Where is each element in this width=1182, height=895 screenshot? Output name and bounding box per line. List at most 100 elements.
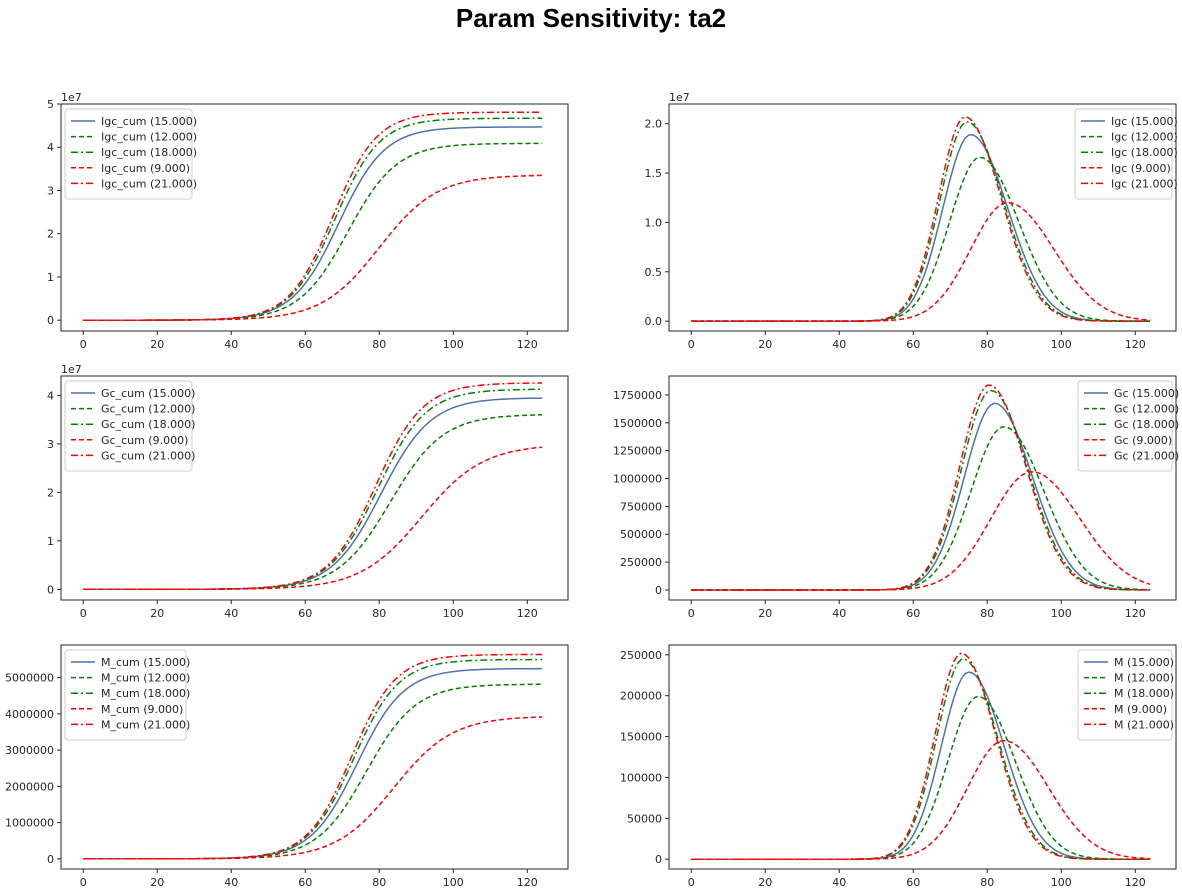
y-tick-label: 3 [47,438,54,451]
x-tick-label: 40 [224,876,238,889]
legend-entry-label: Gc (12.000) [1114,403,1179,416]
legend-entry-label: M (12.000) [1114,672,1174,685]
y-tick-label: 1000000 [5,817,54,830]
x-tick-label: 60 [906,876,920,889]
y-tick-label: 1 [47,271,54,284]
y-tick-label: 250000 [620,556,662,569]
legend-entry-label: Igc (12.000) [1111,131,1178,144]
legend-entry-label: Gc (9.000) [1114,434,1172,447]
x-tick-label: 120 [1125,338,1146,351]
x-tick-label: 80 [980,607,994,620]
x-tick-label: 80 [372,607,386,620]
x-tick-label: 100 [443,607,464,620]
y-tick-label: 4000000 [5,708,54,721]
y-tick-label: 0 [47,314,54,327]
series-line-m-cum-21-000- [83,653,543,860]
x-tick-label: 0 [80,876,87,889]
y-tick-label: 0 [655,853,662,866]
legend-box [1077,649,1173,741]
y-tick-label: 0 [47,583,54,596]
legend-box [64,380,193,472]
x-tick-label: 20 [758,338,772,351]
legend-entry-label: Igc (21.000) [1111,177,1178,190]
x-tick-label: 40 [224,338,238,351]
x-tick-label: 100 [443,338,464,351]
y-tick-label: 4 [47,389,54,402]
series-line-gc-cum-21-000- [83,382,543,591]
legend-entry-label: Igc_cum (21.000) [101,177,197,190]
legend-entry-label: Gc (21.000) [1114,449,1179,462]
y-tick-label: 1500000 [613,417,662,430]
y-tick-label: 2.0 [645,118,663,131]
subplot-Gc: 0 20 40 60 80 100 120 0 250000 500000 750000 100000… [613,375,1179,620]
axes-frame-Gc_cum [60,375,569,601]
x-tick-label: 60 [298,876,312,889]
y-tick-label: 5 [47,98,54,111]
x-tick-label: 100 [1051,607,1072,620]
legend-entry-label: M_cum (9.000) [101,703,183,716]
y-axis-offset-label: 1e7 [61,91,82,104]
axes-frame-Igc [668,103,1177,332]
y-tick-label: 2 [47,486,54,499]
series-line-m-21-000- [691,652,1151,860]
series-line-gc-9-000- [691,471,1151,591]
x-tick-label: 20 [758,876,772,889]
legend-entry-label: Igc_cum (9.000) [101,162,190,175]
axes-frame-Igc_cum [60,103,569,332]
x-tick-label: 40 [832,338,846,351]
x-tick-label: 120 [517,876,538,889]
legend-entry-label: Igc_cum (18.000) [101,146,197,159]
y-tick-label: 1.0 [645,216,663,229]
legend-entry-label: Gc_cum (18.000) [101,418,195,431]
x-tick-label: 120 [517,338,538,351]
x-tick-label: 80 [372,338,386,351]
legend-Gc: Gc (15.000) Gc (12.000) Gc (18.000) Gc (9.0… [1077,380,1179,472]
x-tick-label: 40 [832,607,846,620]
legend-box [64,108,193,200]
subplot-Igc_cum: 0 20 40 60 80 100 120 0 1 2 3 4 5 1e7 Igc_cum (15.000)… [47,91,569,351]
y-tick-label: 0 [655,584,662,597]
series-line-igc-21-000- [691,115,1151,322]
x-tick-label: 20 [758,607,772,620]
legend-entry-label: M (9.000) [1114,703,1167,716]
legend-entry-label: M_cum (12.000) [101,672,190,685]
x-tick-label: 20 [150,876,164,889]
y-tick-label: 750000 [620,500,662,513]
y-tick-label: 250000 [620,649,662,662]
y-tick-label: 0.5 [645,266,663,279]
y-tick-label: 50000 [627,812,662,825]
legend-Gc_cum: Gc_cum (15.000) Gc_cum (12.000) Gc_cum (18… [64,380,195,472]
y-axis-offset-label: 1e7 [669,91,690,104]
y-tick-label: 1000000 [613,473,662,486]
legend-box [64,649,187,741]
y-tick-label: 200000 [620,690,662,703]
series-line-m-9-000- [691,740,1151,860]
y-tick-label: 0.0 [645,315,663,328]
x-tick-label: 60 [906,338,920,351]
legend-M: M (15.000) M (12.000) M (18.000) M (9.000) M… [1077,649,1174,741]
y-tick-label: 0 [47,853,54,866]
figure-title: Param Sensitivity: ta2 [455,3,727,33]
legend-entry-label: Igc (15.000) [1111,115,1178,128]
y-axis-offset-label: 1e7 [61,363,82,376]
x-tick-label: 80 [980,876,994,889]
legend-entry-label: M_cum (15.000) [101,656,190,669]
legend-Igc_cum: Igc_cum (15.000) Igc_cum (12.000) Igc_cum … [64,108,197,200]
x-tick-label: 100 [443,876,464,889]
legend-entry-label: Igc_cum (12.000) [101,131,197,144]
x-tick-label: 60 [298,607,312,620]
legend-entry-label: M (18.000) [1114,687,1174,700]
y-tick-label: 3000000 [5,744,54,757]
x-tick-label: 0 [80,338,87,351]
axes-frame-M [668,644,1177,870]
y-tick-label: 150000 [620,731,662,744]
x-tick-label: 100 [1051,338,1072,351]
subplot-M_cum: 0 20 40 60 80 100 120 0 1000000 2000000 3000000 400… [5,644,569,889]
legend-entry-label: Gc_cum (9.000) [101,434,188,447]
legend-box [1077,380,1173,472]
x-tick-label: 0 [80,607,87,620]
x-tick-label: 0 [688,876,695,889]
y-tick-label: 1250000 [613,445,662,458]
